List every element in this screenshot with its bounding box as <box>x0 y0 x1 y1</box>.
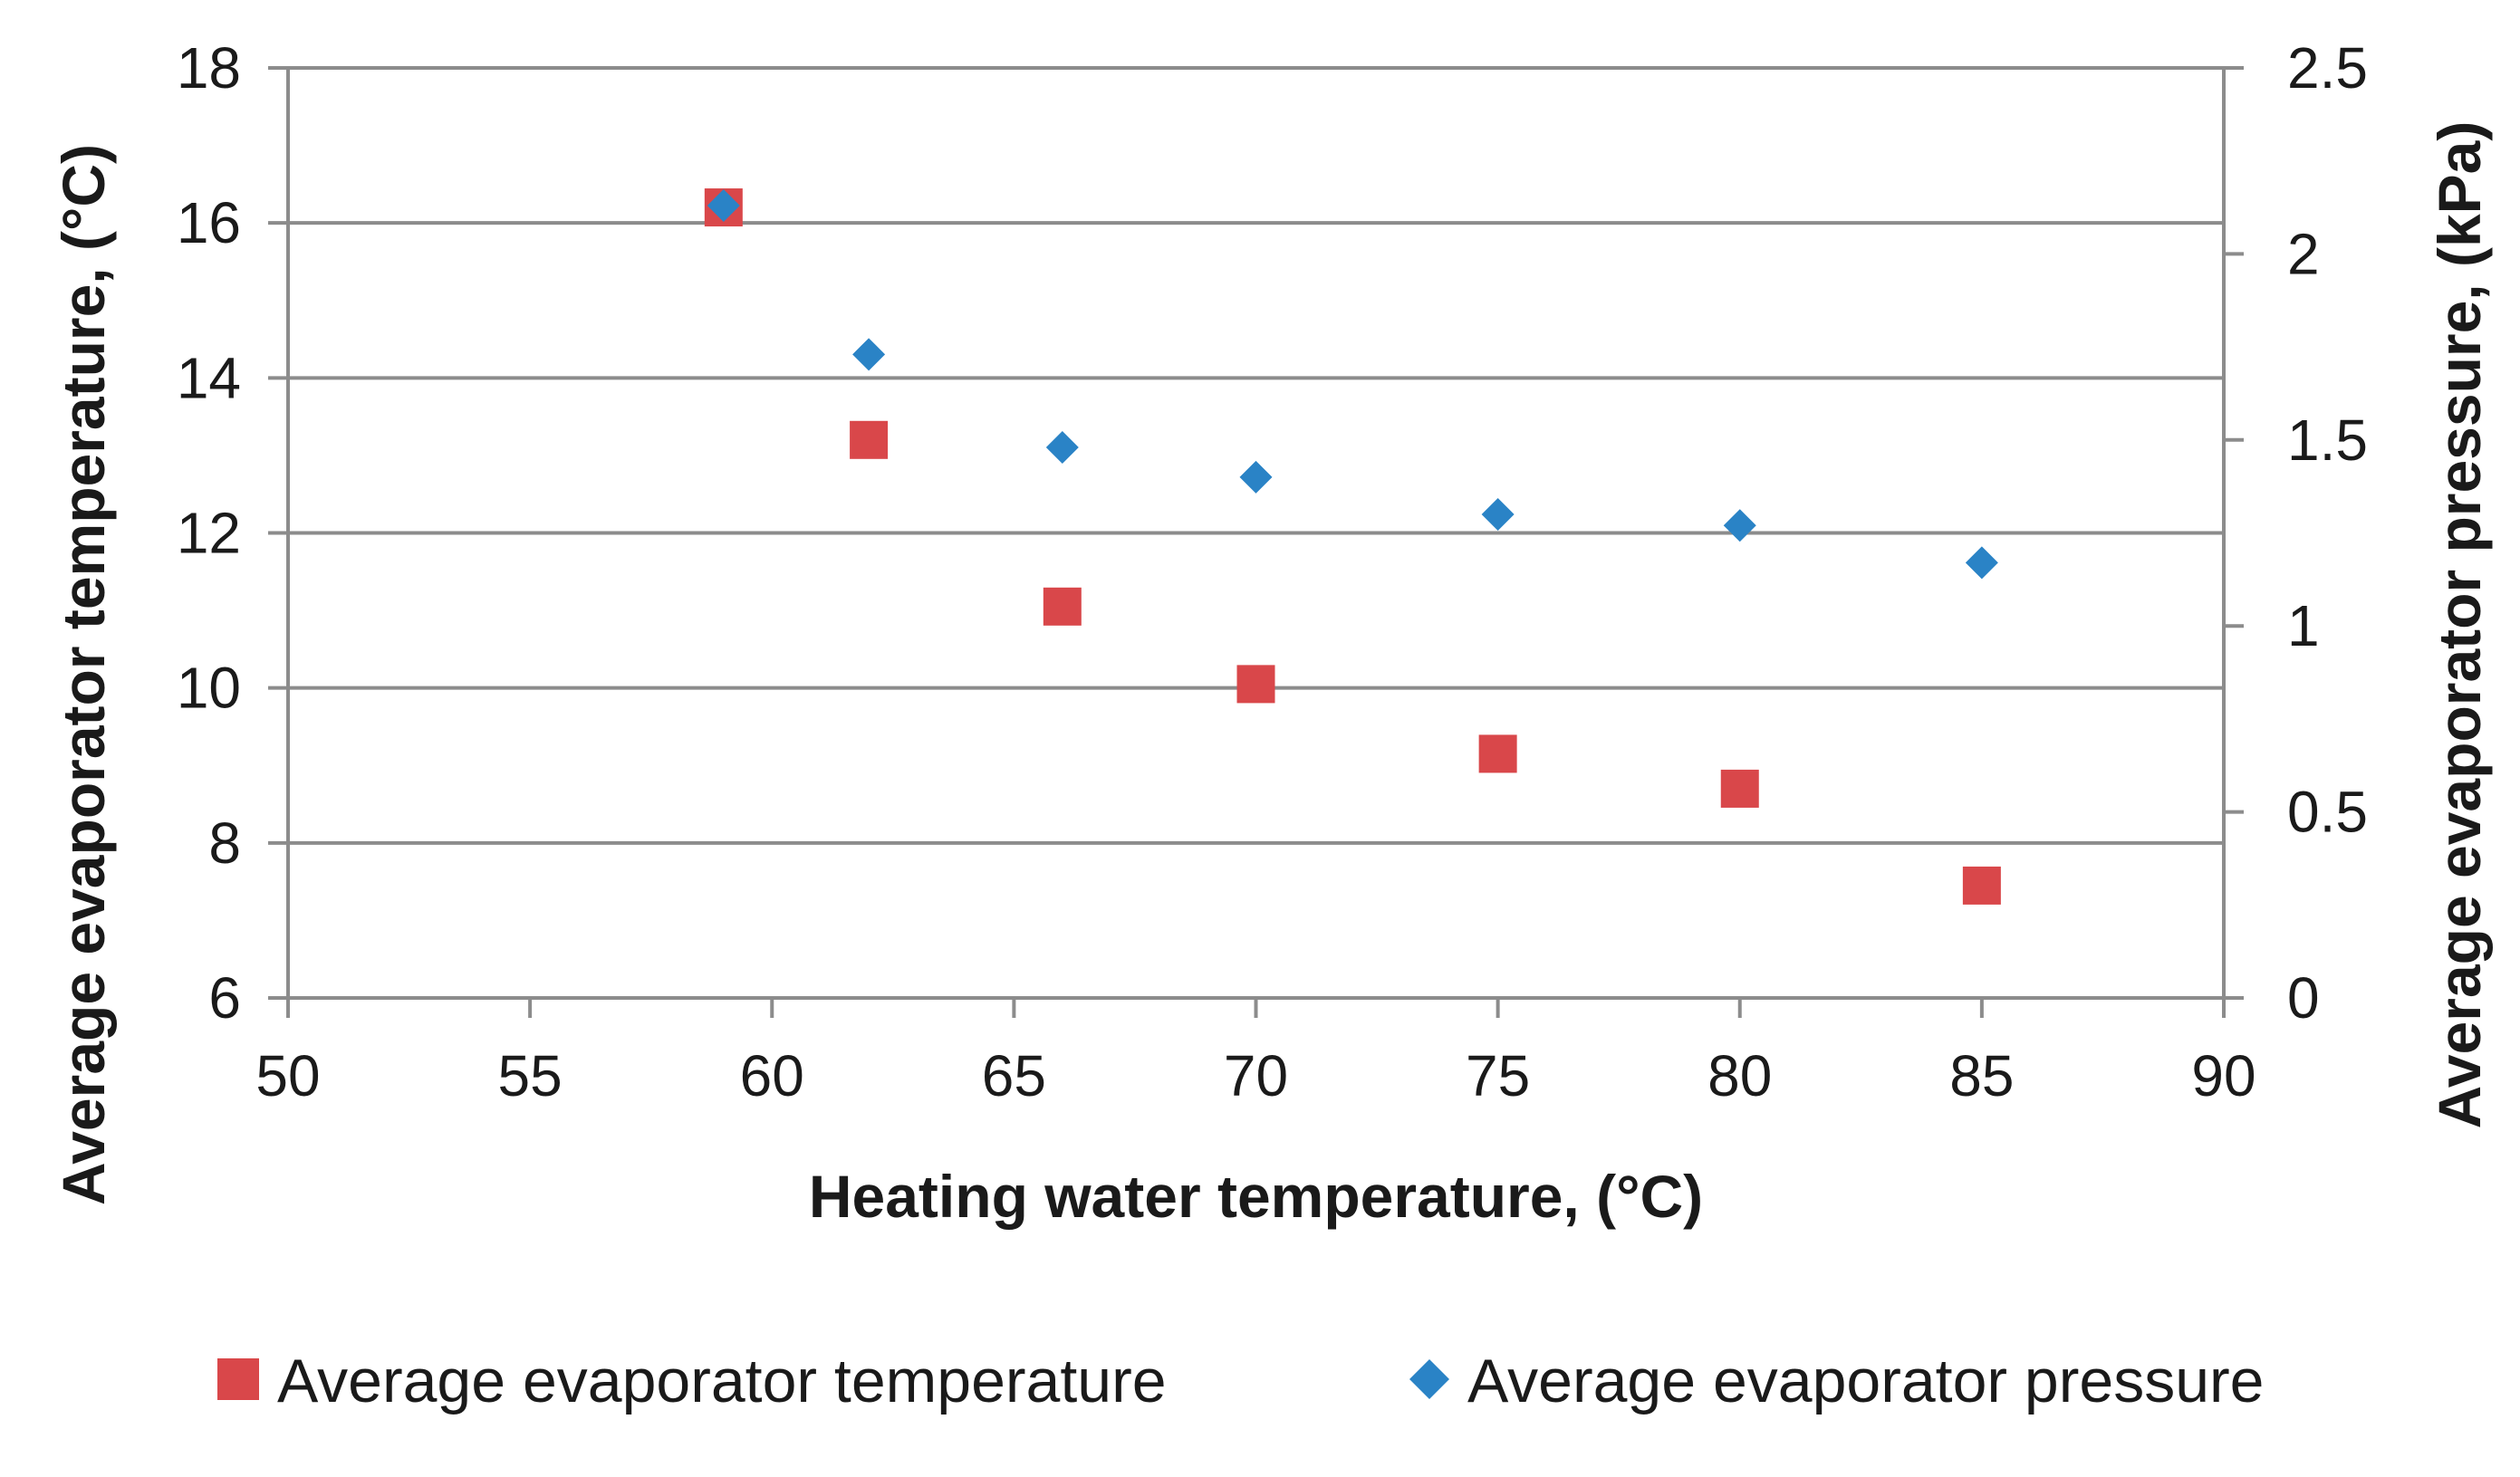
x-tick-label-60: 60 <box>740 1043 804 1108</box>
x-axis-title: Heating water temperature, (°C) <box>809 1163 1703 1230</box>
right-y-tick-label-2: 2 <box>2287 221 2320 286</box>
left-y-tick-label-14: 14 <box>177 345 241 410</box>
pressure-point-85 <box>1965 546 1998 580</box>
legend-label-temperature: Average evaporator temperature <box>277 1347 1167 1415</box>
right-y-tick-label-1.5: 1.5 <box>2287 408 2368 473</box>
left-y-axis-title: Average evaporator temperature, (°C) <box>50 144 117 1205</box>
legend: Average evaporator temperature Average e… <box>217 1347 2264 1415</box>
gridlines <box>288 66 2224 1000</box>
temperature-point-62 <box>850 420 889 459</box>
x-tick-label-65: 65 <box>982 1043 1046 1108</box>
x-tick-label-55: 55 <box>498 1043 563 1108</box>
x-tick-label-85: 85 <box>1949 1043 2014 1108</box>
pressure-point-75 <box>1481 497 1515 531</box>
left-y-tick-label-12: 12 <box>177 501 241 566</box>
left-y-tick-label-10: 10 <box>177 656 241 721</box>
pressure-point-59 <box>707 188 740 222</box>
pressure-point-70 <box>1239 460 1273 494</box>
pressure-point-80 <box>1723 509 1756 542</box>
left-y-tick-label-16: 16 <box>177 190 241 255</box>
legend-marker-pressure <box>1409 1359 1449 1399</box>
right-y-tick-label-2.5: 2.5 <box>2287 35 2368 101</box>
right-y-axis-title: Average evaporator pressure, (kPa) <box>2426 121 2493 1129</box>
temperature-point-66 <box>1043 587 1082 626</box>
x-tick-label-50: 50 <box>255 1043 320 1108</box>
pressure-point-66 <box>1045 431 1079 465</box>
x-tick-label-75: 75 <box>1466 1043 1530 1108</box>
axis-titles: Heating water temperature, (°C) Average … <box>50 121 2493 1230</box>
legend-marker-temperature <box>217 1358 259 1400</box>
left-y-tick-label-6: 6 <box>208 965 241 1031</box>
right-y-tick-label-1: 1 <box>2287 593 2320 658</box>
temperature-point-75 <box>1478 734 1517 773</box>
x-tick-label-80: 80 <box>1707 1043 1772 1108</box>
legend-label-pressure: Average evaporator pressure <box>1467 1347 2264 1415</box>
tick-labels: 50 55 60 65 70 75 80 85 90 6 8 10 12 14 16 18 0 0.5 1 1.5 2 2… <box>177 35 2368 1108</box>
x-tick-label-90: 90 <box>2191 1043 2255 1108</box>
right-y-tick-label-0: 0 <box>2287 965 2320 1031</box>
data-marks <box>704 188 2001 905</box>
x-tick-label-70: 70 <box>1224 1043 1288 1108</box>
temperature-point-80 <box>1720 769 1759 808</box>
pressure-point-62 <box>852 338 886 371</box>
axes <box>268 66 2244 1018</box>
temperature-point-85 <box>1962 866 2001 905</box>
temperature-point-70 <box>1236 665 1275 704</box>
left-y-tick-label-8: 8 <box>208 810 241 876</box>
right-y-tick-label-0.5: 0.5 <box>2287 780 2368 845</box>
left-y-tick-label-18: 18 <box>177 35 241 101</box>
